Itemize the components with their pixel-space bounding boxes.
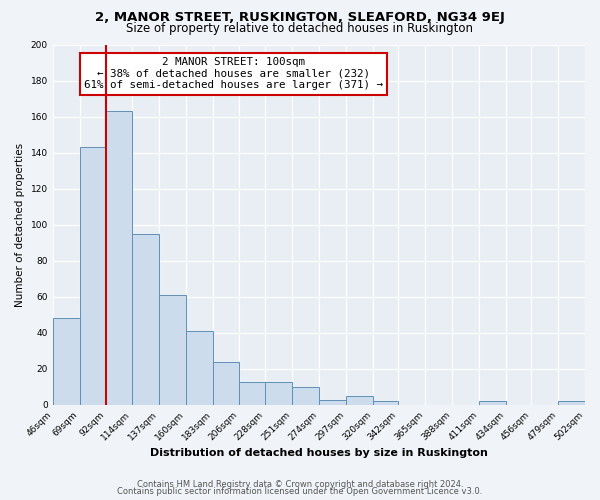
X-axis label: Distribution of detached houses by size in Ruskington: Distribution of detached houses by size … <box>150 448 488 458</box>
Y-axis label: Number of detached properties: Number of detached properties <box>15 142 25 307</box>
Bar <box>159 295 186 405</box>
Bar <box>239 382 265 405</box>
Bar <box>373 402 398 405</box>
Bar <box>132 234 159 405</box>
Text: 2, MANOR STREET, RUSKINGTON, SLEAFORD, NG34 9EJ: 2, MANOR STREET, RUSKINGTON, SLEAFORD, N… <box>95 11 505 24</box>
Bar <box>53 318 80 405</box>
Bar <box>186 331 212 405</box>
Bar <box>212 362 239 405</box>
Bar <box>319 400 346 405</box>
Bar <box>265 382 292 405</box>
Text: Contains public sector information licensed under the Open Government Licence v3: Contains public sector information licen… <box>118 487 482 496</box>
Bar <box>346 396 373 405</box>
Bar <box>479 402 506 405</box>
Bar <box>558 402 585 405</box>
Bar <box>80 147 106 405</box>
Text: Size of property relative to detached houses in Ruskington: Size of property relative to detached ho… <box>127 22 473 35</box>
Bar <box>106 111 132 405</box>
Text: Contains HM Land Registry data © Crown copyright and database right 2024.: Contains HM Land Registry data © Crown c… <box>137 480 463 489</box>
Text: 2 MANOR STREET: 100sqm
← 38% of detached houses are smaller (232)
61% of semi-de: 2 MANOR STREET: 100sqm ← 38% of detached… <box>84 57 383 90</box>
Bar <box>292 387 319 405</box>
